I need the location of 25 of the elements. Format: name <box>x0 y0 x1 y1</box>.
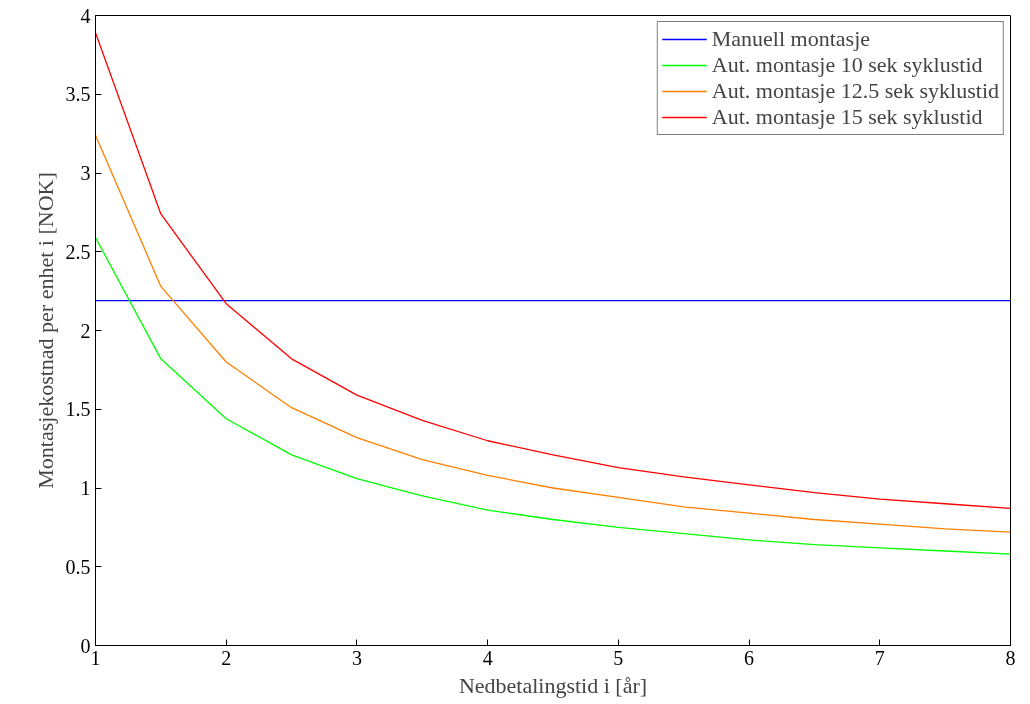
y-tick-label: 0 <box>80 634 91 657</box>
x-axis-title: Nedbetalingstid i [år] <box>458 672 648 698</box>
x-tick-label: 3 <box>351 646 362 669</box>
legend-label: Aut. montasje 10 sek syklustid <box>711 52 983 78</box>
y-tick-label: 1 <box>80 477 91 499</box>
y-tick-label: 0.5 <box>65 555 91 578</box>
x-tick-label: 2 <box>221 646 232 669</box>
legend-label: Manuell montasje <box>711 26 871 52</box>
x-tick-label: 8 <box>1005 646 1016 669</box>
y-tick-label: 1.5 <box>65 398 91 421</box>
line-series <box>95 32 1011 510</box>
x-tick-label: 4 <box>482 646 493 669</box>
x-tick-label: 7 <box>874 646 885 669</box>
legend-label: Aut. montasje 12.5 sek syklustid <box>711 78 999 104</box>
y-axis-title: Montasjekostnad per enhet i [NOK] <box>32 172 58 489</box>
y-tick-label: 2 <box>80 319 91 342</box>
y-tick-label: 3 <box>80 162 91 184</box>
x-tick-label: 6 <box>744 646 755 669</box>
y-tick-label: 4 <box>80 4 91 27</box>
line-series <box>95 134 1011 533</box>
y-tick-label: 2.5 <box>65 240 91 263</box>
y-tick-label: 3.5 <box>65 83 91 106</box>
legend-label: Aut. montasje 15 sek syklustid <box>711 104 983 130</box>
line-series <box>95 236 1011 555</box>
x-tick-label: 5 <box>613 646 624 669</box>
